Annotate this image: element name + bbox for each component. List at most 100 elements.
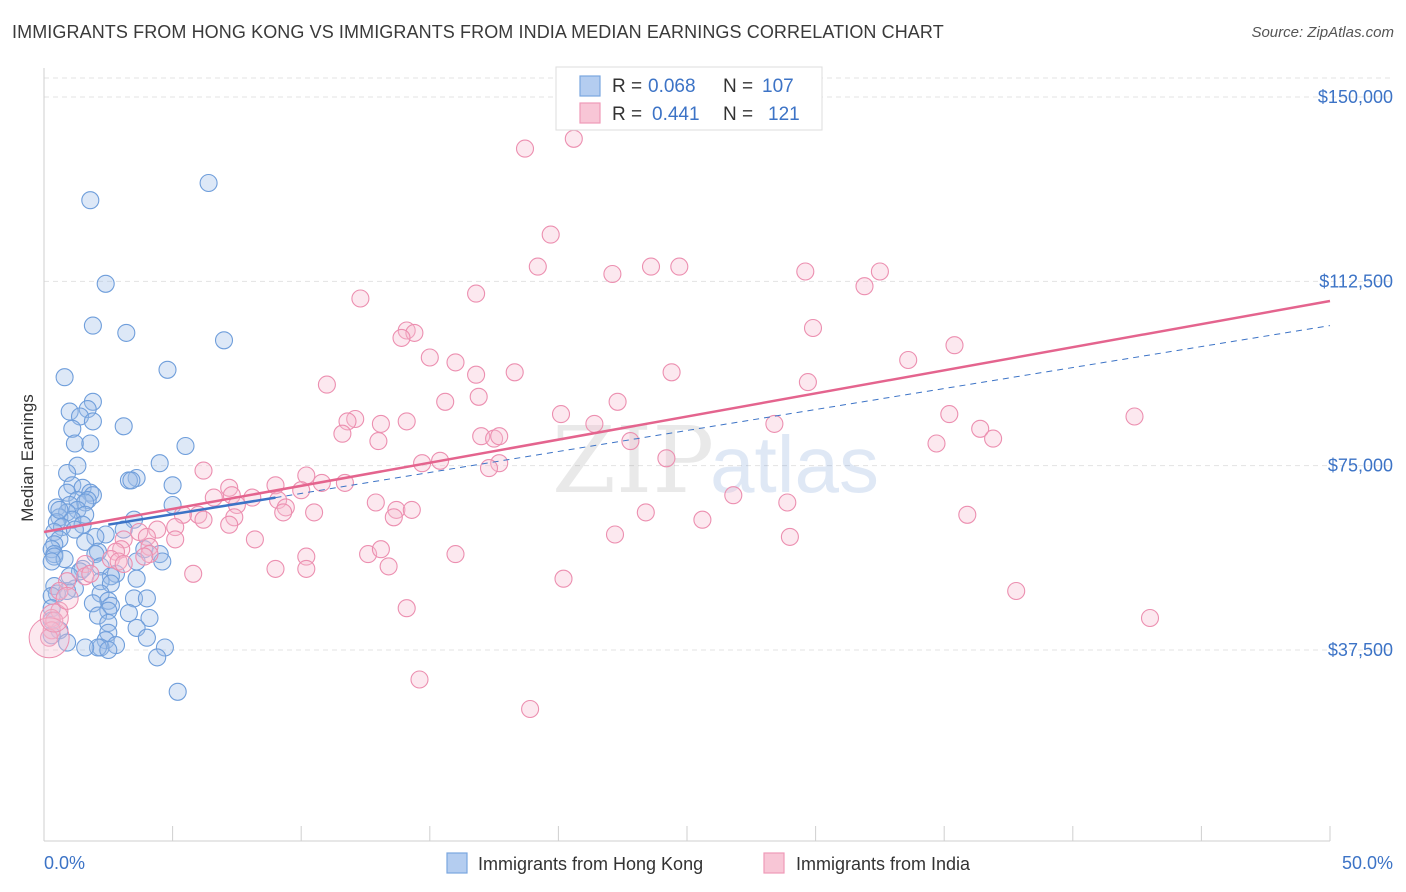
data-point-hong-kong bbox=[91, 584, 110, 603]
data-point-india bbox=[765, 414, 784, 433]
data-point-hong-kong bbox=[88, 606, 108, 625]
bottom-legend-label-india: Immigrants from India bbox=[796, 854, 971, 874]
trend-line-hong-kong bbox=[108, 496, 276, 526]
y-tick-label: $37,500 bbox=[1328, 640, 1393, 660]
data-point-hong-kong bbox=[81, 191, 100, 210]
data-point-india bbox=[490, 454, 509, 473]
data-point-india bbox=[855, 277, 874, 296]
data-point-india bbox=[958, 505, 977, 524]
data-point-india bbox=[528, 257, 547, 276]
data-point-india bbox=[245, 530, 264, 549]
data-point-india bbox=[387, 500, 406, 519]
legend-swatch-hong-kong bbox=[579, 75, 601, 97]
data-point-india bbox=[467, 284, 486, 303]
legend-r-label-2: R = bbox=[612, 104, 642, 125]
data-point-india bbox=[276, 498, 295, 517]
data-point-india bbox=[780, 527, 799, 546]
data-point-india bbox=[420, 348, 439, 367]
chart-source: Source: ZipAtlas.com bbox=[1251, 24, 1394, 41]
x-tick-label-max: 50.0% bbox=[1342, 853, 1393, 873]
data-point-india bbox=[621, 432, 640, 451]
data-point-india bbox=[1125, 407, 1144, 426]
bottom-legend-swatch-india bbox=[763, 852, 785, 874]
data-point-hong-kong bbox=[114, 417, 133, 436]
data-point-india bbox=[662, 363, 681, 382]
bottom-legend-swatch-hong-kong bbox=[446, 852, 468, 874]
data-point-hong-kong bbox=[99, 640, 118, 660]
data-point-india bbox=[114, 554, 133, 574]
data-point-india bbox=[76, 567, 95, 586]
data-point-india bbox=[266, 559, 285, 578]
data-point-hong-kong bbox=[163, 476, 182, 495]
data-point-hong-kong bbox=[99, 601, 118, 620]
data-point-india bbox=[317, 375, 336, 394]
data-point-india bbox=[984, 429, 1003, 448]
y-tick-label: $112,500 bbox=[1319, 271, 1393, 291]
data-point-india bbox=[554, 569, 573, 588]
data-point-india bbox=[605, 525, 625, 544]
grid-layer bbox=[44, 77, 1393, 651]
data-point-india bbox=[76, 554, 95, 574]
legend-r-value-india: 0.441 bbox=[652, 104, 700, 125]
data-point-india bbox=[485, 429, 504, 448]
data-point-india bbox=[194, 461, 213, 480]
data-point-hong-kong bbox=[88, 638, 108, 657]
data-point-hong-kong bbox=[140, 608, 159, 628]
data-point-hong-kong bbox=[117, 323, 136, 342]
legend-r-value-hong-kong: 0.068 bbox=[648, 76, 696, 97]
data-point-hong-kong bbox=[42, 552, 61, 571]
data-point-hong-kong bbox=[42, 540, 61, 559]
y-axis-labels: $37,500 $75,000 $112,500 $150,000 bbox=[1318, 87, 1393, 660]
data-point-india bbox=[333, 424, 352, 443]
data-point-india bbox=[81, 564, 100, 583]
data-point-india bbox=[384, 508, 403, 527]
correlation-legend: R = 0.068 N = 107 R = 0.441 N = 121 bbox=[555, 66, 823, 131]
data-point-hong-kong bbox=[58, 633, 77, 652]
data-point-india bbox=[397, 412, 416, 431]
legend-n-value-india: 121 bbox=[768, 104, 800, 125]
data-point-india bbox=[641, 257, 661, 276]
data-point-india bbox=[608, 392, 627, 411]
data-point-india bbox=[297, 547, 316, 566]
data-point-india bbox=[899, 350, 918, 370]
data-point-hong-kong bbox=[122, 471, 141, 490]
data-point-india bbox=[521, 699, 540, 719]
data-point-india bbox=[585, 414, 604, 433]
series-hong-kong-points bbox=[42, 173, 234, 701]
data-point-india bbox=[148, 520, 167, 539]
data-point-india bbox=[670, 257, 689, 276]
data-point-hong-kong bbox=[96, 274, 115, 293]
data-point-india bbox=[469, 387, 488, 406]
data-point-india bbox=[724, 486, 743, 505]
data-point-india bbox=[297, 559, 316, 578]
data-point-india bbox=[927, 434, 946, 453]
data-point-hong-kong bbox=[81, 434, 100, 453]
data-point-hong-kong bbox=[76, 638, 95, 657]
data-point-india bbox=[371, 540, 390, 559]
data-point-india bbox=[109, 552, 128, 571]
data-point-hong-kong bbox=[127, 569, 146, 588]
data-point-india bbox=[194, 510, 213, 529]
data-point-india bbox=[40, 628, 59, 647]
data-point-hong-kong bbox=[137, 628, 156, 647]
data-point-india bbox=[366, 493, 385, 512]
y-axis-title: Median Earnings bbox=[18, 394, 37, 522]
data-point-hong-kong bbox=[50, 500, 69, 519]
data-point-india bbox=[796, 262, 815, 281]
data-point-india bbox=[1007, 581, 1026, 601]
data-point-india bbox=[220, 515, 239, 534]
trend-line-hong-kong-extension bbox=[275, 325, 1331, 499]
data-point-hong-kong bbox=[83, 412, 102, 431]
data-point-india bbox=[515, 139, 535, 158]
data-point-hong-kong bbox=[150, 454, 169, 473]
data-point-india bbox=[379, 557, 398, 576]
chart-title: IMMIGRANTS FROM HONG KONG VS IMMIGRANTS … bbox=[12, 22, 944, 42]
trend-lines bbox=[43, 299, 1331, 534]
legend-n-value-hong-kong: 107 bbox=[762, 76, 794, 97]
data-point-india bbox=[410, 670, 429, 689]
data-point-india bbox=[803, 318, 823, 338]
data-point-hong-kong bbox=[158, 360, 177, 379]
data-point-india bbox=[870, 262, 889, 281]
data-point-india bbox=[467, 365, 486, 384]
data-point-hong-kong bbox=[155, 638, 174, 657]
